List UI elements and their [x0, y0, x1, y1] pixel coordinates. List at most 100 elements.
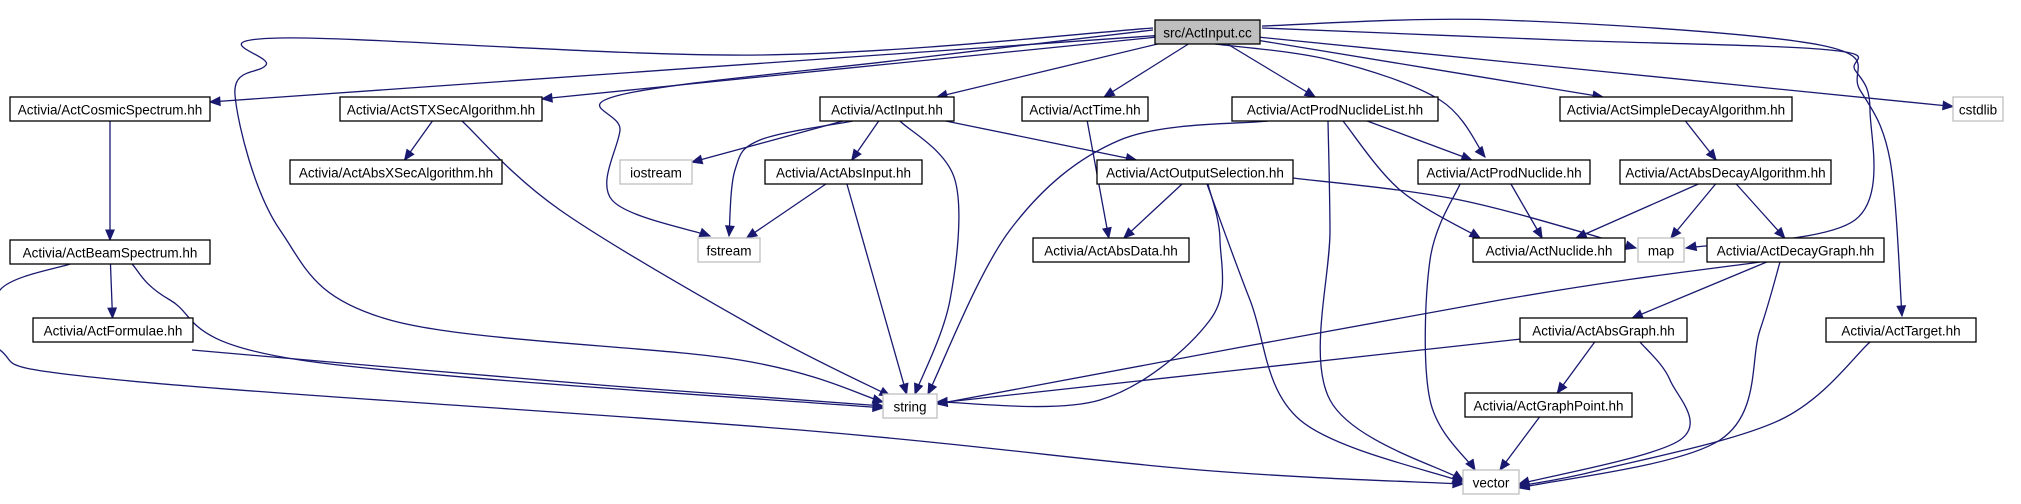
edge-absinput-to-string	[846, 183, 909, 396]
node-outsel[interactable]: Activia/ActOutputSelection.hh	[1096, 159, 1294, 185]
node-box	[1231, 96, 1439, 122]
arrowhead-icon	[1684, 241, 1698, 252]
arrowhead-icon	[107, 307, 118, 320]
edge-line	[1575, 183, 1699, 239]
node-absdata[interactable]: Activia/ActAbsData.hh	[1032, 237, 1190, 263]
node-decaygraph[interactable]: Activia/ActDecayGraph.hh	[1706, 237, 1885, 263]
arrowhead-icon	[1452, 478, 1465, 489]
node-absxsec[interactable]: Activia/ActAbsXSecAlgorithm.hh	[289, 159, 503, 185]
arrowhead-icon	[871, 394, 885, 404]
node-absinput[interactable]: Activia/ActAbsInput.hh	[764, 159, 923, 185]
node-label: Activia/ActCosmicSpectrum.hh	[18, 103, 203, 118]
edge-root-to-simpledecay	[1259, 39, 1605, 101]
edge-outsel-to-absdata	[1122, 183, 1183, 239]
arrowhead-icon	[105, 229, 115, 242]
edge-line	[191, 349, 884, 407]
edge-line	[936, 261, 1761, 405]
arrowhead-icon	[1122, 227, 1135, 239]
node-target[interactable]: Activia/ActTarget.hh	[1825, 317, 1977, 343]
node-label: string	[893, 400, 926, 415]
node-nuclide[interactable]: Activia/ActNuclide.hh	[1472, 237, 1626, 263]
edge-input-to-outsel	[945, 120, 1138, 163]
edge-absinput-to-fstream	[745, 183, 827, 239]
edge-line	[461, 120, 891, 397]
edge-line	[0, 263, 1464, 485]
edge-root-to-cstdlib	[1259, 36, 1955, 111]
node-box	[1096, 159, 1294, 185]
node-map: map	[1637, 237, 1685, 263]
node-cosmic[interactable]: Activia/ActCosmicSpectrum.hh	[9, 96, 211, 122]
edge-formulae-to-string	[191, 349, 885, 411]
node-box	[1462, 469, 1520, 495]
node-box	[819, 96, 955, 122]
arrowhead-icon	[927, 382, 938, 396]
node-label: Activia/ActBeamSpectrum.hh	[23, 246, 198, 261]
node-label: Activia/ActAbsInput.hh	[776, 166, 911, 181]
node-absdecay[interactable]: Activia/ActAbsDecayAlgorithm.hh	[1619, 159, 1832, 185]
edge-prodlist-to-string	[927, 120, 1269, 396]
node-graphpoint[interactable]: Activia/ActGraphPoint.hh	[1464, 392, 1633, 418]
edge-line	[1632, 261, 1767, 319]
node-label: Activia/ActAbsData.hh	[1044, 244, 1178, 259]
edge-simpledecay-to-absdecay	[1684, 120, 1717, 162]
node-beam[interactable]: Activia/ActBeamSpectrum.hh	[9, 239, 211, 265]
edge-line	[1670, 183, 1717, 239]
node-label: Activia/ActTarget.hh	[1841, 324, 1960, 339]
node-stx[interactable]: Activia/ActSTXSecAlgorithm.hh	[339, 96, 543, 122]
node-simpledecay[interactable]: Activia/ActSimpleDecayAlgorithm.hh	[1559, 96, 1793, 122]
edge-stx-to-absxsec	[403, 120, 433, 162]
nodes-layer: src/ActInput.cc Activia/ActCosmicSpectrum…	[9, 19, 2004, 495]
edge-line	[1259, 36, 1954, 108]
edge-line	[1206, 183, 1464, 483]
node-box	[339, 96, 543, 122]
edge-line	[1518, 341, 1871, 487]
node-label: Activia/ActProdNuclide.hh	[1426, 166, 1581, 181]
edge-prodnuclide-to-vector	[1424, 183, 1476, 472]
edge-input-to-iostream	[690, 120, 844, 165]
node-input[interactable]: Activia/ActInput.hh	[819, 96, 955, 122]
edge-graphpoint-to-vector	[1499, 416, 1541, 472]
edge-beam-to-formulae	[107, 263, 118, 320]
node-prodnuclide[interactable]: Activia/ActProdNuclide.hh	[1417, 159, 1591, 185]
edge-prodlist-to-prodnuclide	[1366, 120, 1474, 161]
edge-root-to-string	[234, 27, 1154, 404]
arrowhead-icon	[208, 96, 221, 107]
arrowhead-icon	[725, 225, 735, 238]
arrowhead-icon	[1102, 226, 1112, 240]
node-label: Activia/ActSTXSecAlgorithm.hh	[347, 103, 535, 118]
edge-line	[746, 183, 827, 239]
node-vector: vector	[1462, 469, 1520, 495]
arrowhead-icon	[745, 227, 759, 239]
node-box	[1559, 96, 1793, 122]
edge-root-to-prodlist	[1227, 43, 1317, 98]
node-box	[1952, 96, 2004, 122]
edge-outsel-to-map	[1292, 177, 1638, 251]
node-label: Activia/ActFormulae.hh	[44, 324, 183, 339]
edge-line	[1261, 18, 1903, 317]
node-formulae[interactable]: Activia/ActFormulae.hh	[32, 317, 194, 343]
arrowhead-icon	[1631, 309, 1644, 319]
node-label: vector	[1473, 476, 1510, 491]
edge-root-to-time	[1102, 43, 1189, 98]
arrowhead-icon	[540, 92, 553, 103]
arrowhead-icon	[1774, 226, 1786, 239]
arrowhead-icon	[935, 396, 948, 407]
node-label: Activia/ActNuclide.hh	[1486, 244, 1613, 259]
node-label: cstdlib	[1959, 103, 1997, 118]
edge-line	[936, 43, 1158, 98]
edge-line	[1292, 177, 1637, 249]
node-root[interactable]: src/ActInput.cc	[1154, 19, 1261, 45]
node-label: Activia/ActAbsDecayAlgorithm.hh	[1625, 166, 1825, 181]
arrowhead-icon	[1896, 305, 1907, 318]
node-fstream: fstream	[697, 237, 761, 263]
node-prodlist[interactable]: Activia/ActProdNuclideList.hh	[1231, 96, 1439, 122]
node-box	[697, 237, 761, 263]
node-time[interactable]: Activia/ActTime.hh	[1021, 96, 1149, 122]
edge-input-to-string	[899, 120, 960, 396]
node-label: map	[1648, 244, 1674, 259]
edge-line	[936, 338, 1521, 404]
node-absgraph[interactable]: Activia/ActAbsGraph.hh	[1519, 317, 1688, 343]
node-label: Activia/ActTime.hh	[1029, 103, 1140, 118]
edge-input-to-absinput	[851, 120, 880, 162]
edge-line	[846, 183, 908, 395]
